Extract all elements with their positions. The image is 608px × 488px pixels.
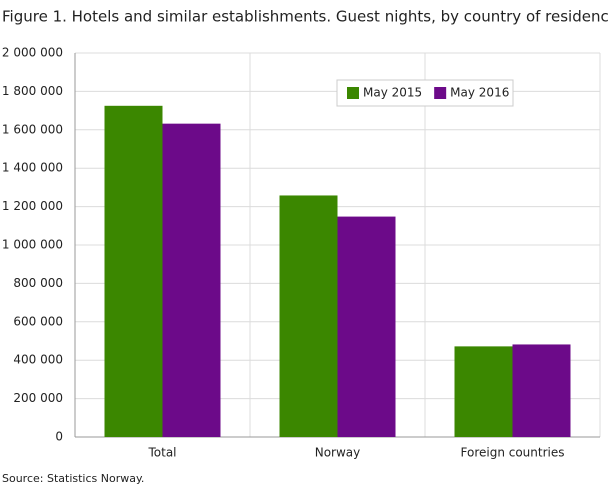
y-tick-label: 1 800 000 — [2, 84, 63, 98]
y-tick-label: 200 000 — [13, 391, 63, 405]
source: Source: Statistics Norway. — [2, 472, 144, 485]
y-tick-label: 1 200 000 — [2, 199, 63, 213]
legend-label: May 2015 — [363, 86, 422, 100]
bar — [454, 346, 513, 437]
bar — [162, 123, 221, 437]
x-tick-label: Total — [147, 446, 176, 460]
bar — [279, 195, 338, 437]
y-tick-label: 0 — [55, 430, 63, 444]
y-tick-label: 1 400 000 — [2, 161, 63, 175]
y-tick-label: 400 000 — [13, 353, 63, 367]
bar — [337, 216, 396, 437]
legend-box — [336, 79, 514, 107]
legend-swatch — [347, 87, 359, 99]
chart-title: Figure 1. Hotels and similar establishme… — [2, 8, 608, 26]
legend-label: May 2016 — [450, 86, 509, 100]
y-tick-label: 2 000 000 — [2, 46, 63, 60]
y-tick-label: 800 000 — [13, 276, 63, 290]
legend-swatch — [434, 87, 447, 99]
y-tick-label: 1 000 000 — [2, 238, 63, 252]
bar — [512, 344, 571, 437]
y-tick-label: 600 000 — [13, 314, 63, 328]
x-tick-label: Foreign countries — [461, 446, 565, 460]
bar — [104, 105, 163, 438]
x-tick-label: Norway — [315, 446, 361, 460]
y-tick-label: 1 600 000 — [2, 122, 63, 136]
